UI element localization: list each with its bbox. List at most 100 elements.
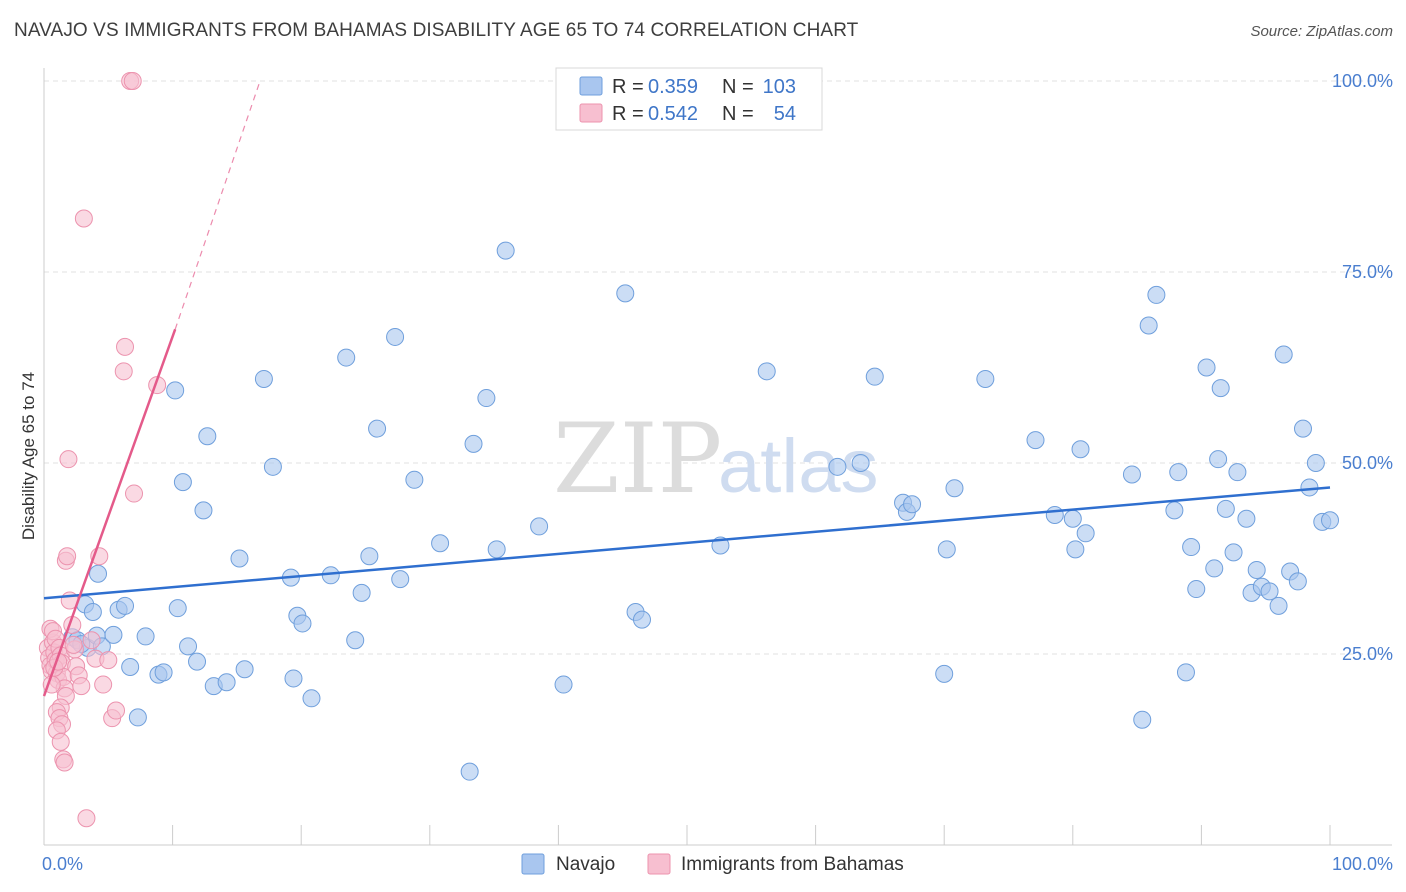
- grid-lines: [44, 80, 1392, 655]
- legend-swatch-bahamas: [647, 853, 671, 875]
- y-axis-title: Disability Age 65 to 74: [19, 372, 38, 540]
- stats-r-label-bahamas: R =: [612, 103, 644, 125]
- navajo-point-65: [945, 479, 964, 498]
- navajo-point-35: [321, 566, 340, 585]
- navajo-point-90: [1247, 560, 1266, 579]
- navajo-point-21: [188, 652, 207, 671]
- navajo-point-29: [263, 457, 282, 476]
- navajo-point-78: [1169, 463, 1188, 482]
- bahamas-point-27: [58, 547, 77, 566]
- navajo-point-82: [1197, 358, 1216, 377]
- navajo-point-83: [1205, 559, 1224, 578]
- navajo-point-50: [530, 517, 549, 536]
- navajo-point-49: [496, 241, 515, 260]
- navajo-point-8: [89, 564, 108, 583]
- navajo-point-18: [168, 599, 187, 618]
- navajo-point-98: [1300, 478, 1319, 497]
- axes: [43, 68, 1392, 846]
- navajo-point-22: [194, 501, 213, 520]
- navajo-point-75: [1139, 316, 1158, 335]
- navajo-point-99: [1306, 454, 1325, 472]
- bahamas-point-43: [107, 701, 126, 720]
- navajo-point-11: [116, 596, 135, 615]
- bahamas-point-48: [125, 484, 144, 503]
- navajo-point-47: [477, 389, 496, 408]
- legend-swatch-navajo: [521, 853, 545, 875]
- series-bahamas: [38, 72, 167, 828]
- navajo-point-43: [405, 470, 424, 489]
- navajo-point-25: [217, 673, 236, 692]
- bahamas-point-47: [123, 72, 142, 90]
- navajo-point-92: [1260, 582, 1279, 601]
- navajo-point-26: [230, 549, 249, 568]
- navajo-point-81: [1187, 580, 1206, 599]
- navajo-point-63: [935, 664, 954, 683]
- navajo-point-52: [616, 284, 635, 303]
- navajo-point-80: [1182, 538, 1201, 557]
- navajo-point-87: [1228, 463, 1247, 482]
- stats-r-value-navajo: 0.359: [648, 76, 698, 98]
- navajo-point-73: [1122, 465, 1141, 484]
- y-tick-label-1: 50.0%: [1342, 453, 1393, 473]
- bahamas-point-23: [51, 732, 70, 751]
- navajo-point-97: [1293, 419, 1312, 438]
- stats-n-label-navajo: N =: [722, 76, 754, 98]
- navajo-trend-line: [43, 486, 1331, 600]
- stats-swatch-bahamas: [579, 103, 603, 123]
- navajo-point-44: [431, 534, 450, 553]
- stats-r-label-navajo: R =: [612, 76, 644, 98]
- watermark-atlas: atlas: [718, 424, 879, 509]
- navajo-point-69: [1063, 509, 1082, 528]
- bahamas-point-40: [94, 675, 113, 694]
- navajo-point-48: [487, 540, 506, 559]
- bahamas-point-45: [116, 337, 135, 356]
- navajo-point-41: [386, 327, 405, 346]
- navajo-point-79: [1176, 663, 1195, 682]
- y-tick-label-2: 75.0%: [1342, 262, 1393, 282]
- bahamas-point-37: [82, 631, 101, 650]
- navajo-point-85: [1216, 499, 1235, 518]
- navajo-point-12: [121, 657, 140, 676]
- bahamas-point-36: [77, 809, 96, 828]
- navajo-point-20: [179, 637, 198, 656]
- navajo-point-93: [1269, 596, 1288, 615]
- navajo-point-34: [302, 689, 321, 708]
- navajo-point-39: [360, 547, 379, 566]
- navajo-point-27: [235, 660, 254, 679]
- y-tick-label-3: 100.0%: [1332, 71, 1393, 91]
- stats-r-value-bahamas: 0.542: [648, 103, 698, 125]
- navajo-point-70: [1066, 540, 1085, 559]
- navajo-point-46: [464, 434, 483, 453]
- navajo-point-66: [976, 369, 995, 388]
- navajo-point-86: [1224, 543, 1243, 562]
- navajo-point-77: [1165, 501, 1184, 520]
- watermark: ZIP atlas: [553, 403, 879, 515]
- navajo-point-23: [198, 427, 217, 446]
- navajo-point-13: [128, 708, 147, 727]
- x-tick-label-0: 0.0%: [42, 854, 83, 874]
- x-tick-labels: 0.0% 100.0%: [42, 854, 1393, 874]
- navajo-point-42: [391, 570, 410, 589]
- navajo-point-71: [1071, 440, 1090, 459]
- bahamas-point-28: [59, 450, 78, 469]
- navajo-point-7: [83, 602, 102, 621]
- source-credit: Source: ZipAtlas.com: [1250, 23, 1393, 40]
- stats-n-label-bahamas: N =: [722, 103, 754, 125]
- navajo-point-45: [460, 762, 479, 781]
- navajo-point-17: [166, 381, 185, 400]
- navajo-point-14: [136, 627, 155, 646]
- navajo-point-102: [1209, 450, 1228, 469]
- series-legend: Navajo Immigrants from Bahamas: [521, 853, 904, 875]
- navajo-point-38: [352, 583, 371, 602]
- navajo-point-54: [632, 610, 651, 629]
- navajo-point-57: [828, 457, 847, 476]
- stats-n-value-bahamas: 54: [774, 103, 796, 125]
- navajo-point-62: [903, 495, 922, 514]
- stats-legend: R = 0.359 N = 103 R = 0.542 N = 54: [555, 67, 823, 131]
- navajo-point-36: [337, 348, 356, 367]
- bahamas-point-34: [72, 677, 91, 696]
- navajo-point-40: [368, 419, 387, 438]
- navajo-point-58: [851, 454, 870, 472]
- navajo-point-59: [865, 367, 884, 386]
